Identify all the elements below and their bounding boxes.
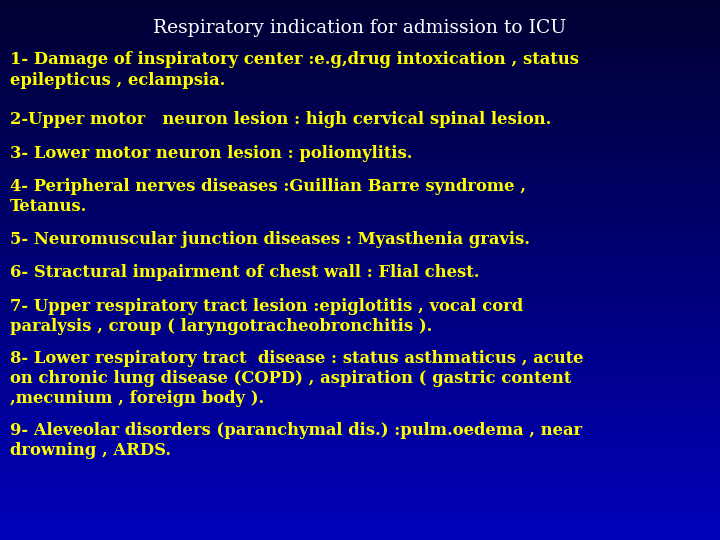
Text: 7- Upper respiratory tract lesion :epiglotitis , vocal cord
paralysis , croup ( : 7- Upper respiratory tract lesion :epigl… [10,298,523,335]
Text: 6- Stractural impairment of chest wall : Flial chest.: 6- Stractural impairment of chest wall :… [10,264,480,281]
Text: Respiratory indication for admission to ICU: Respiratory indication for admission to … [153,19,567,37]
Text: 1- Damage of inspiratory center :e.g,drug intoxication , status
epilepticus , ec: 1- Damage of inspiratory center :e.g,dru… [10,51,579,89]
Text: 2-Upper motor   neuron lesion : high cervical spinal lesion.: 2-Upper motor neuron lesion : high cervi… [10,111,552,128]
Text: 9- Aleveolar disorders (paranchymal dis.) :pulm.oedema , near
drowning , ARDS.: 9- Aleveolar disorders (paranchymal dis.… [10,422,582,459]
Text: 5- Neuromuscular junction diseases : Myasthenia gravis.: 5- Neuromuscular junction diseases : Mya… [10,231,530,247]
Text: 3- Lower motor neuron lesion : poliomylitis.: 3- Lower motor neuron lesion : poliomyli… [10,145,413,161]
Text: 4- Peripheral nerves diseases :Guillian Barre syndrome ,
Tetanus.: 4- Peripheral nerves diseases :Guillian … [10,178,526,215]
Text: 8- Lower respiratory tract  disease : status asthmaticus , acute
on chronic lung: 8- Lower respiratory tract disease : sta… [10,350,584,407]
